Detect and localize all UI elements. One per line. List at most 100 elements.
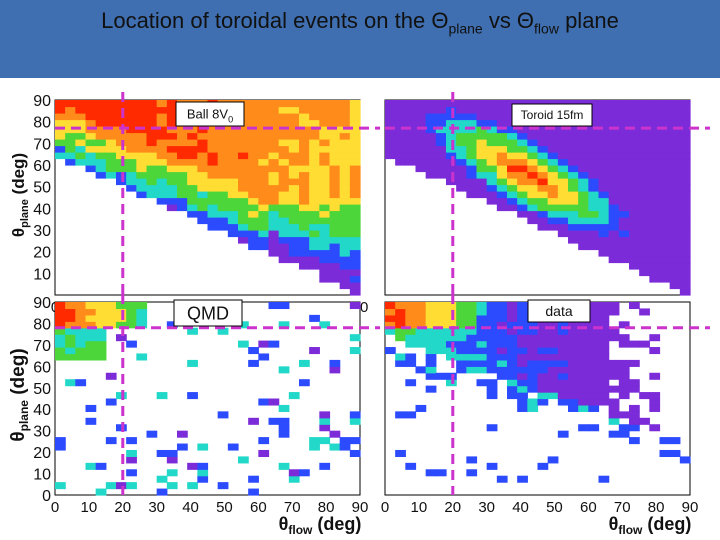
panel-label: QMD xyxy=(173,299,243,327)
heat-cell xyxy=(527,385,539,393)
heat-cell xyxy=(156,171,168,179)
heat-cell xyxy=(598,184,610,192)
heat-cell xyxy=(507,327,518,335)
heat-cell xyxy=(466,302,478,310)
heat-cell xyxy=(55,340,66,348)
heat-cell xyxy=(476,359,488,367)
heat-cell xyxy=(557,379,569,387)
heat-cell xyxy=(537,152,549,160)
heat-cell xyxy=(425,119,437,127)
y-tick-label: 20 xyxy=(33,245,51,262)
heat-cell xyxy=(568,404,579,412)
heat-cell xyxy=(197,204,209,212)
heat-cell xyxy=(95,302,107,310)
heat-cell xyxy=(278,236,290,244)
heat-cell xyxy=(669,100,681,108)
heat-cell xyxy=(568,372,579,380)
heat-cell xyxy=(598,139,610,147)
heat-cell xyxy=(466,327,478,335)
heat-cell xyxy=(639,217,650,225)
heat-cell xyxy=(669,210,681,218)
heat-cell xyxy=(578,340,589,348)
heat-cell xyxy=(85,321,97,329)
heat-cell xyxy=(217,158,229,166)
heat-cell xyxy=(258,217,270,225)
heat-cell xyxy=(217,204,229,212)
heat-cell xyxy=(349,113,361,121)
heat-cell xyxy=(309,158,320,166)
heat-cell xyxy=(309,119,320,127)
heat-cell xyxy=(75,132,87,140)
heat-cell xyxy=(166,119,178,127)
heat-cell xyxy=(486,392,498,400)
heat-cell xyxy=(156,119,168,127)
heat-cell xyxy=(629,119,640,127)
heat-cell xyxy=(547,340,559,348)
heat-cell xyxy=(659,158,671,166)
heat-cell xyxy=(105,372,117,380)
heat-cell xyxy=(649,152,661,160)
panel-label: Ball 8V0 xyxy=(175,101,245,127)
heat-cell xyxy=(258,449,270,457)
heat-cell xyxy=(156,106,168,114)
heat-cell xyxy=(258,398,270,406)
heat-cell xyxy=(598,392,610,400)
heat-cell xyxy=(126,158,137,166)
heat-cell xyxy=(85,119,97,127)
heat-cell xyxy=(75,308,87,316)
heat-cell xyxy=(649,191,661,199)
heat-cell xyxy=(476,139,488,147)
heat-cell xyxy=(659,204,671,212)
heat-cell xyxy=(395,132,406,140)
heat-cell xyxy=(116,100,127,108)
heat-cell xyxy=(507,197,518,205)
heat-cell xyxy=(278,424,290,432)
heat-cell xyxy=(639,171,650,179)
heat-cell xyxy=(578,165,589,173)
heat-cell xyxy=(486,119,498,127)
heat-cell xyxy=(466,347,478,355)
heat-cell xyxy=(598,359,610,367)
heat-cell xyxy=(349,269,361,277)
heat-cell xyxy=(608,178,620,186)
heat-cell xyxy=(435,132,447,140)
heat-cell xyxy=(425,165,437,173)
heat-cell xyxy=(608,417,620,425)
heat-cell xyxy=(568,158,579,166)
heat-cell xyxy=(639,132,650,140)
heat-cell xyxy=(238,165,249,173)
heat-cell xyxy=(329,100,341,108)
heat-cell xyxy=(466,113,478,121)
heat-cell xyxy=(588,404,600,412)
heat-cell xyxy=(456,139,467,147)
heat-cell xyxy=(649,262,661,270)
heat-cell xyxy=(309,145,320,153)
heat-cell xyxy=(618,392,630,400)
heat-cell xyxy=(537,178,549,186)
heat-cell xyxy=(126,340,137,348)
heat-cell xyxy=(618,132,630,140)
heat-cell xyxy=(395,302,406,310)
heat-cell xyxy=(278,119,290,127)
heat-cell xyxy=(329,230,341,238)
heat-cell xyxy=(197,145,209,153)
heat-cell xyxy=(405,379,417,387)
heat-cell xyxy=(476,308,488,316)
heat-cell xyxy=(55,308,66,316)
heat-cell xyxy=(207,132,219,140)
heat-cell xyxy=(166,321,178,329)
heat-cell xyxy=(598,126,610,134)
heat-cell xyxy=(608,217,620,225)
heat-cell xyxy=(75,145,87,153)
heat-cell xyxy=(679,269,691,277)
heat-cell xyxy=(537,340,549,348)
heat-cell xyxy=(288,171,300,179)
heat-cell xyxy=(319,217,331,225)
heat-cell xyxy=(85,327,97,335)
heat-cell xyxy=(395,411,406,419)
heat-cell xyxy=(309,262,320,270)
heat-cell xyxy=(598,223,610,231)
heat-cell xyxy=(248,210,259,218)
heat-cell xyxy=(217,327,229,335)
heat-cell xyxy=(588,302,600,310)
